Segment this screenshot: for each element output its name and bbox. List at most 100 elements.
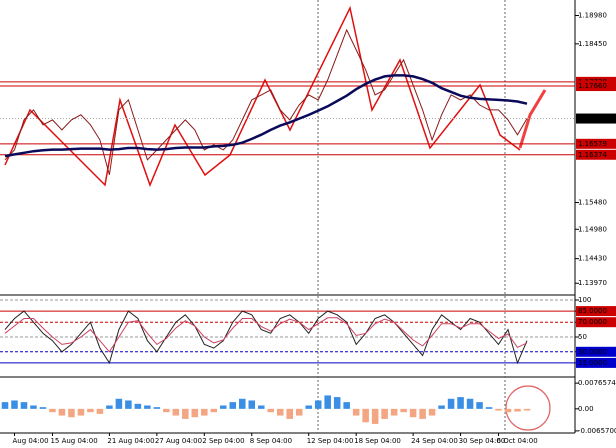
- histogram-bar: [476, 402, 483, 409]
- level-label: 1.16579: [578, 140, 607, 148]
- histogram-bar: [163, 408, 170, 413]
- histogram-bar: [324, 395, 331, 409]
- histogram-bar: [153, 407, 161, 409]
- y-tick-label-box: [576, 317, 616, 328]
- y-tick-label: 85.0000: [578, 307, 607, 315]
- y-tick-label: 1.18980: [578, 11, 607, 19]
- histogram-bar: [115, 398, 123, 409]
- x-tick-label: 2 Sep 04:00: [202, 437, 244, 445]
- series-line: [4, 74, 528, 158]
- histogram-bar: [390, 408, 398, 416]
- histogram-bar: [362, 408, 369, 423]
- histogram-bar: [87, 408, 94, 413]
- series-line: [4, 310, 528, 365]
- histogram-bar: [210, 408, 218, 413]
- histogram-bar: [229, 402, 237, 409]
- level-label: 1.17660: [578, 82, 607, 90]
- y-tick-label: 1.15480: [578, 199, 607, 207]
- histogram-bar: [333, 397, 341, 409]
- y-tick-label: 1.14980: [578, 225, 607, 233]
- histogram-bar: [239, 398, 246, 409]
- x-tick-label: 8 Sep 04:00: [250, 437, 292, 445]
- histogram-bar: [419, 408, 426, 419]
- y-tick-label: -0.0065700: [578, 427, 616, 435]
- histogram-bar: [504, 408, 512, 413]
- histogram-bar: [514, 408, 521, 412]
- histogram-bar: [191, 408, 199, 418]
- histogram-bar: [20, 402, 28, 409]
- histogram-bar: [314, 400, 322, 409]
- histogram-bar: [457, 397, 464, 409]
- y-tick-label: 0.00: [578, 405, 594, 413]
- histogram-bar: [49, 408, 56, 413]
- x-tick-label: 6 Oct 04:00: [497, 437, 538, 445]
- histogram-bar: [295, 408, 303, 416]
- zigzag: [4, 5, 521, 188]
- y-tick-label: 15.0000: [578, 359, 607, 367]
- histogram-bar: [201, 408, 208, 416]
- histogram-bar: [286, 408, 293, 419]
- x-tick-label: 15 Aug 04:00: [50, 437, 97, 445]
- histogram-bar: [1, 402, 9, 409]
- histogram-bar: [220, 405, 227, 409]
- histogram-bar: [267, 408, 275, 413]
- x-tick-label: 12 Sep 04:00: [307, 437, 354, 445]
- histogram-bar: [68, 408, 75, 418]
- histogram-bar: [106, 405, 113, 409]
- x-tick-label: 27 Aug 04:00: [155, 437, 202, 445]
- series-line: [4, 28, 528, 175]
- y-tick-label-box: [576, 346, 616, 357]
- histogram-bar: [409, 408, 417, 418]
- histogram-bar: [523, 408, 531, 411]
- x-tick-label: 24 Sep 04:00: [411, 437, 458, 445]
- histogram-bar: [352, 408, 360, 416]
- histogram-bar: [447, 398, 455, 409]
- histogram-bar: [182, 408, 189, 419]
- y-tick-label: 1.18450: [578, 40, 607, 48]
- histogram-bar: [400, 408, 407, 413]
- histogram-bar: [134, 403, 142, 409]
- histogram-bar: [305, 405, 312, 409]
- histogram-bar: [96, 408, 104, 414]
- histogram-bar: [343, 402, 350, 409]
- histogram-bar: [485, 407, 493, 409]
- histogram-bar: [381, 408, 388, 419]
- histogram-bar: [371, 408, 379, 424]
- y-tick-label: 30.0000: [578, 348, 607, 356]
- x-tick-label: 18 Sep 04:00: [354, 437, 401, 445]
- x-tick-label: 21 Aug 04:00: [107, 437, 154, 445]
- y-tick-label: 0.0076574: [578, 379, 616, 387]
- current-price-label-box: [576, 113, 616, 124]
- y-tick-label: 70.0000: [578, 318, 607, 326]
- histogram-bar: [248, 400, 256, 409]
- histogram-bar: [30, 405, 37, 409]
- y-tick-label: 100: [578, 296, 591, 304]
- y-tick-label: 1.14430: [578, 255, 607, 263]
- histogram-bar: [438, 405, 445, 409]
- level-label-box: [576, 81, 616, 92]
- histogram-bar: [39, 407, 47, 409]
- histogram-bar: [144, 405, 151, 409]
- arrow: [518, 89, 547, 149]
- y-tick-label-box: [576, 306, 616, 317]
- highlight-circle: [505, 385, 551, 431]
- level-label-box: [576, 149, 616, 160]
- series-line: [4, 317, 528, 353]
- histogram-bar: [58, 408, 66, 416]
- x-tick-label: Aug 04:00: [12, 437, 48, 445]
- histogram-bar: [276, 408, 284, 416]
- y-tick-label: 50: [578, 333, 587, 341]
- histogram-bar: [495, 408, 502, 411]
- histogram-bar: [466, 398, 474, 409]
- histogram-bar: [172, 408, 180, 416]
- histogram-bar: [257, 405, 265, 409]
- current-price-label: 1.17052: [578, 115, 607, 123]
- histogram-bar: [11, 400, 18, 409]
- y-tick-label-box: [576, 357, 616, 368]
- level-label: 1.16374: [578, 151, 607, 159]
- histogram-bar: [125, 400, 132, 409]
- level-label-box: [576, 138, 616, 149]
- y-tick-label: 1.13970: [578, 279, 607, 287]
